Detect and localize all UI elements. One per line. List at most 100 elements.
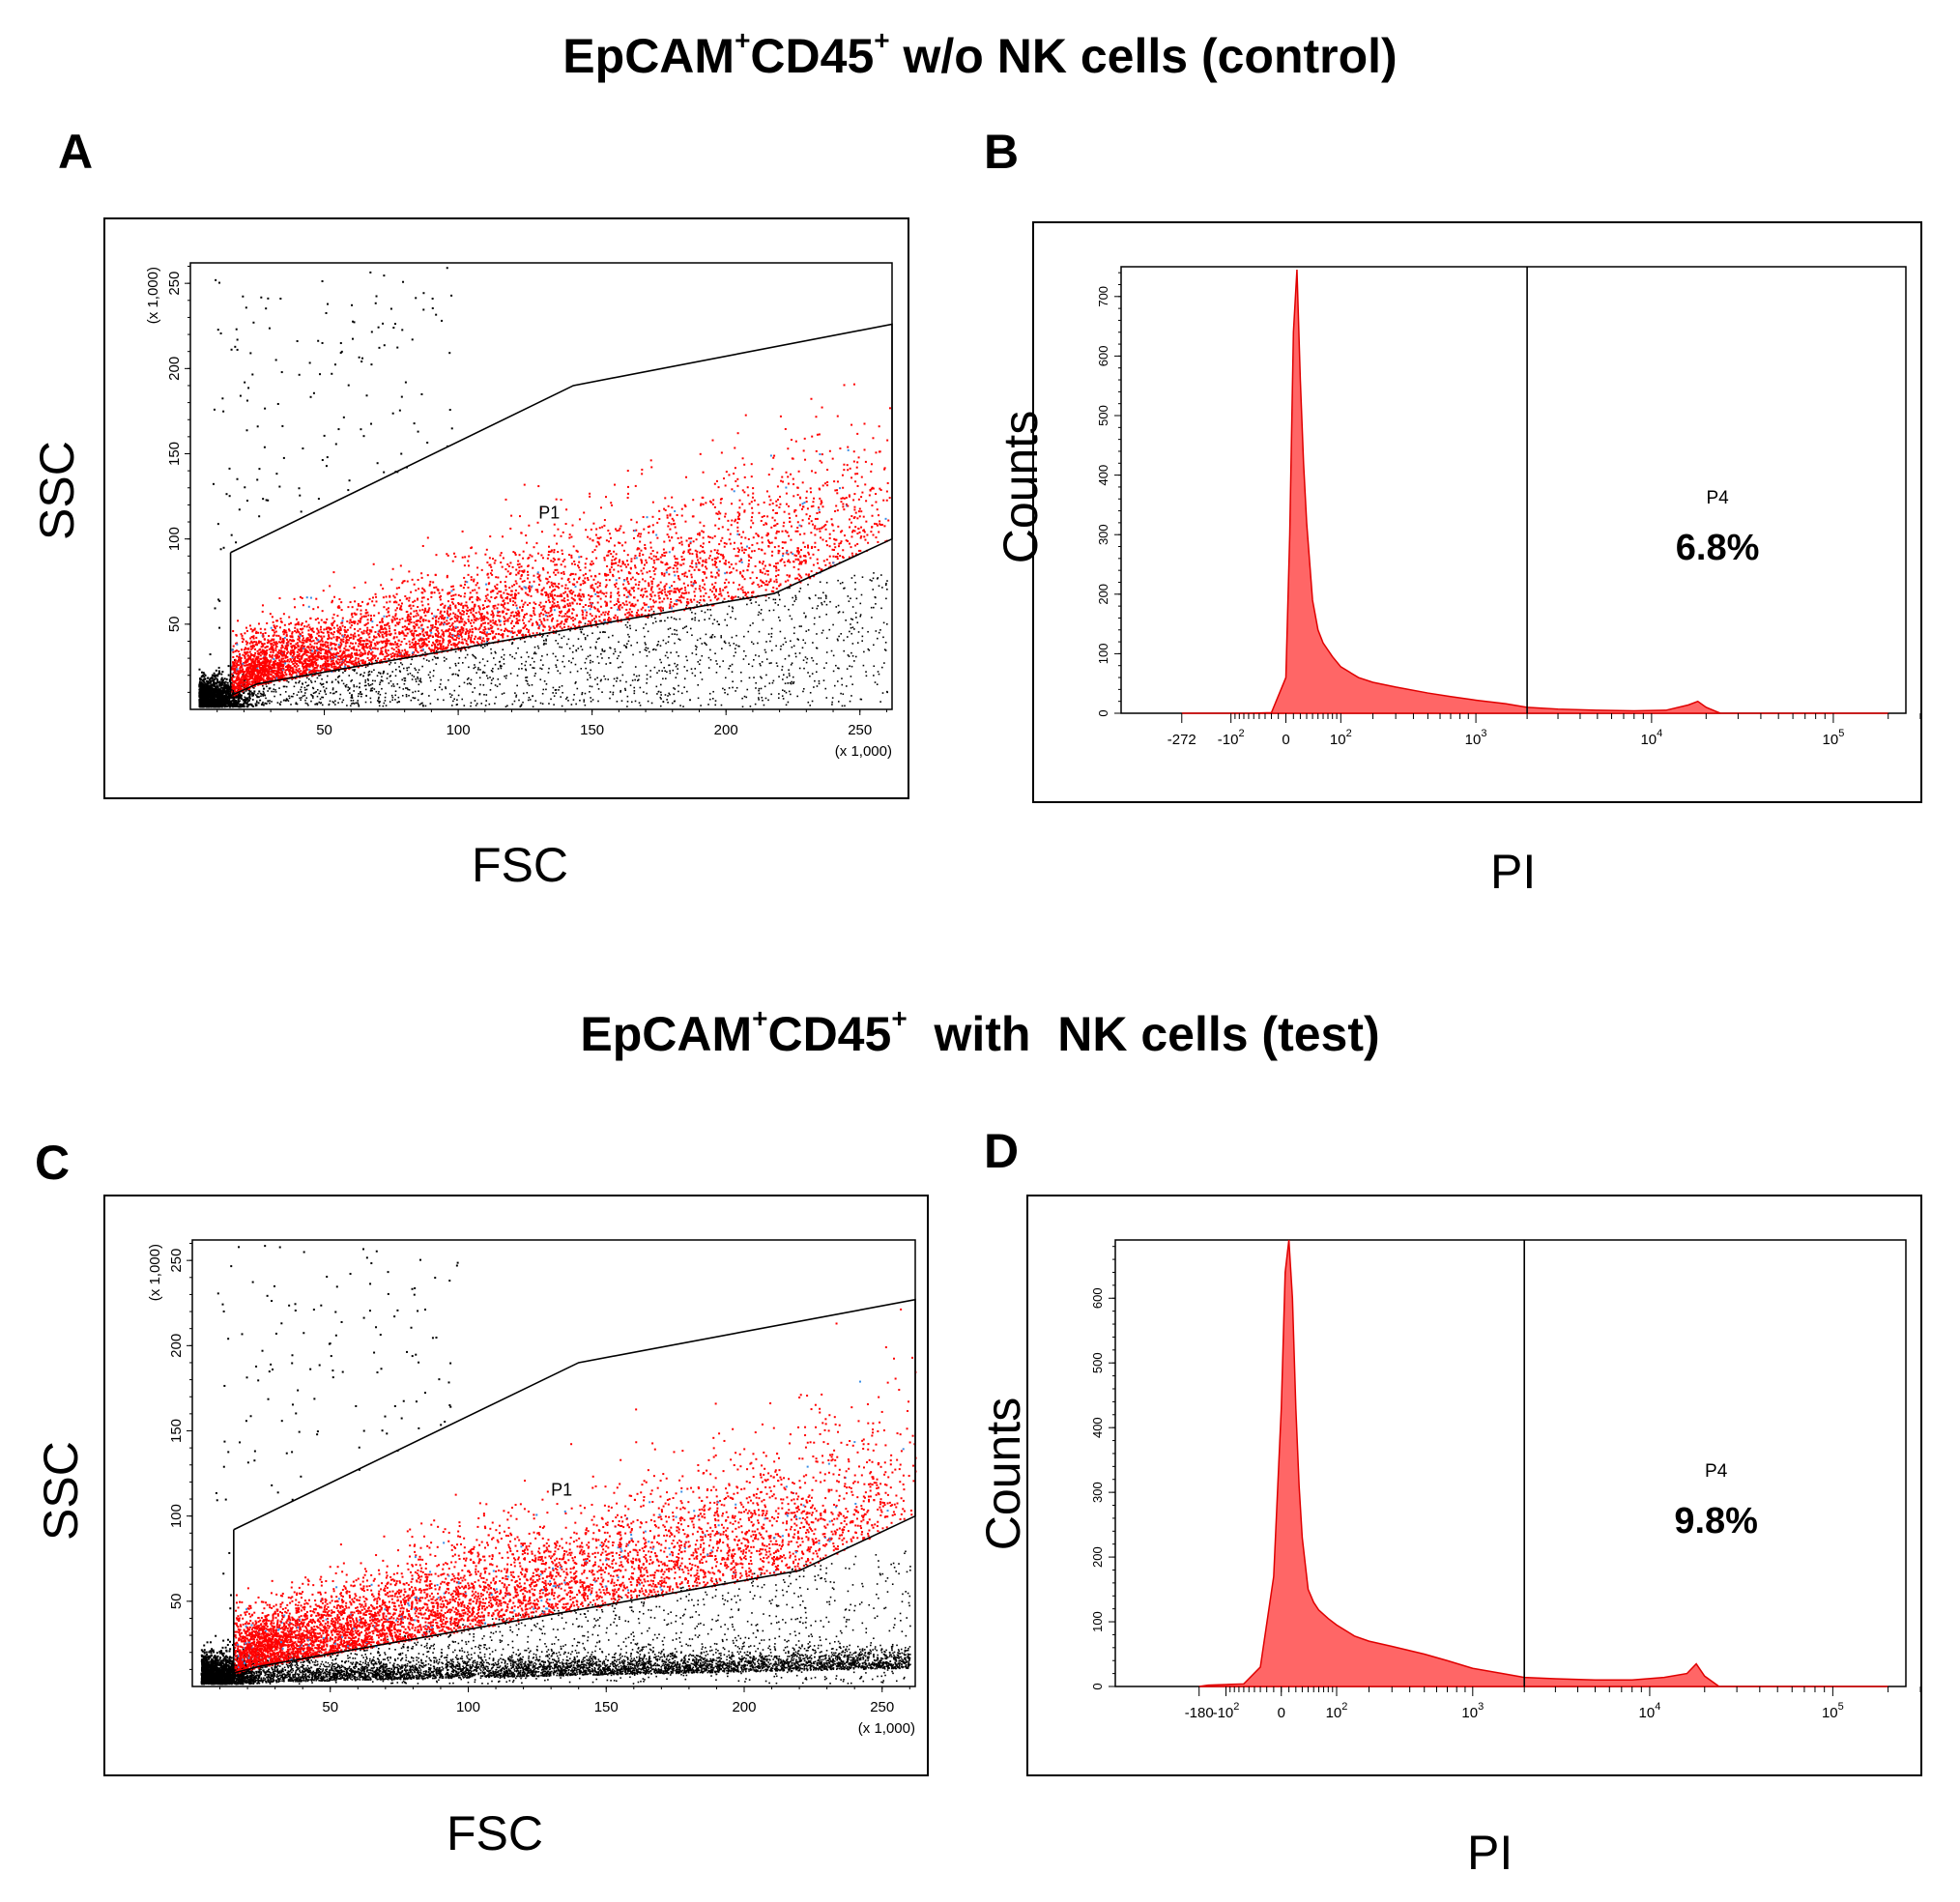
- top-title-text-3: w/o NK cells (control): [890, 29, 1398, 83]
- event-point: [589, 601, 591, 604]
- event-point: [365, 630, 368, 633]
- event-point: [199, 695, 202, 698]
- event-point: [262, 684, 264, 687]
- event-point: [654, 620, 657, 623]
- event-point: [295, 703, 297, 706]
- event-point: [722, 660, 724, 662]
- event-point: [206, 706, 209, 708]
- event-point: [719, 553, 722, 556]
- event-point: [694, 645, 697, 648]
- event-point: [618, 561, 620, 563]
- event-point: [697, 683, 700, 686]
- event-point: [262, 701, 264, 704]
- event-point: [793, 483, 795, 486]
- event-point: [394, 609, 397, 612]
- event-point: [851, 683, 853, 685]
- event-point: [267, 690, 269, 692]
- event-point: [381, 687, 383, 690]
- event-point: [300, 699, 302, 702]
- event-point: [435, 649, 438, 652]
- event-point: [496, 685, 499, 688]
- event-point: [706, 567, 708, 570]
- event-point: [326, 680, 328, 683]
- event-point: [262, 677, 265, 680]
- event-point: [498, 591, 501, 593]
- event-point: [404, 648, 407, 651]
- event-point: [494, 596, 497, 599]
- event-point: [636, 611, 639, 614]
- event-point: [660, 620, 662, 622]
- event-point: [820, 536, 822, 539]
- event-point: [668, 592, 671, 595]
- event-point: [474, 666, 476, 669]
- event-point: [658, 601, 661, 604]
- event-point: [235, 690, 238, 693]
- event-point: [274, 689, 276, 691]
- event-point: [528, 524, 531, 527]
- event-point: [354, 600, 357, 603]
- event-point: [802, 541, 805, 544]
- event-point: [796, 530, 799, 533]
- events-layer: [198, 267, 891, 708]
- event-point: [231, 674, 234, 677]
- event-point: [473, 654, 475, 657]
- event-point: [237, 699, 240, 702]
- event-point: [865, 675, 868, 677]
- event-point: [201, 679, 204, 682]
- event-point: [279, 701, 282, 704]
- event-point: [670, 651, 672, 654]
- event-point: [203, 694, 206, 697]
- event-point: [742, 658, 745, 660]
- event-point: [560, 563, 562, 566]
- event-point: [840, 633, 843, 635]
- event-point: [485, 700, 488, 702]
- event-point: [315, 666, 318, 669]
- event-point: [239, 700, 242, 703]
- event-point: [252, 660, 255, 663]
- event-point: [208, 702, 211, 705]
- event-point: [649, 525, 651, 528]
- event-point: [758, 611, 761, 614]
- event-point: [543, 625, 546, 628]
- event-point: [385, 705, 388, 706]
- event-point: [871, 617, 873, 619]
- event-point: [866, 533, 869, 536]
- event-point: [671, 633, 674, 635]
- event-point: [526, 593, 529, 596]
- event-point: [283, 685, 286, 688]
- event-point: [685, 604, 688, 607]
- event-point: [274, 359, 277, 361]
- event-point: [848, 655, 850, 657]
- event-point: [682, 550, 685, 553]
- event-point: [590, 659, 591, 662]
- event-point: [686, 631, 689, 634]
- event-point: [339, 693, 342, 696]
- event-point: [634, 564, 637, 567]
- event-point: [314, 657, 317, 660]
- event-point: [247, 657, 250, 660]
- event-point: [262, 687, 265, 690]
- event-point: [802, 639, 805, 642]
- event-point: [787, 559, 790, 562]
- event-point: [669, 627, 672, 629]
- event-point: [843, 497, 846, 500]
- event-point: [694, 617, 697, 620]
- event-point: [485, 642, 488, 645]
- event-point: [225, 700, 228, 703]
- event-point: [823, 600, 825, 603]
- event-point: [357, 695, 360, 698]
- event-point: [655, 558, 658, 561]
- event-point: [783, 690, 786, 692]
- event-point: [818, 511, 821, 514]
- event-point: [217, 706, 220, 708]
- event-point: [364, 681, 366, 683]
- event-point: [584, 638, 587, 641]
- event-point: [240, 656, 243, 659]
- event-point: [594, 678, 596, 680]
- event-point: [258, 515, 261, 518]
- event-point: [401, 663, 404, 666]
- event-point: [709, 658, 712, 661]
- event-point: [562, 635, 565, 638]
- event-point: [837, 667, 839, 670]
- event-point: [558, 607, 561, 610]
